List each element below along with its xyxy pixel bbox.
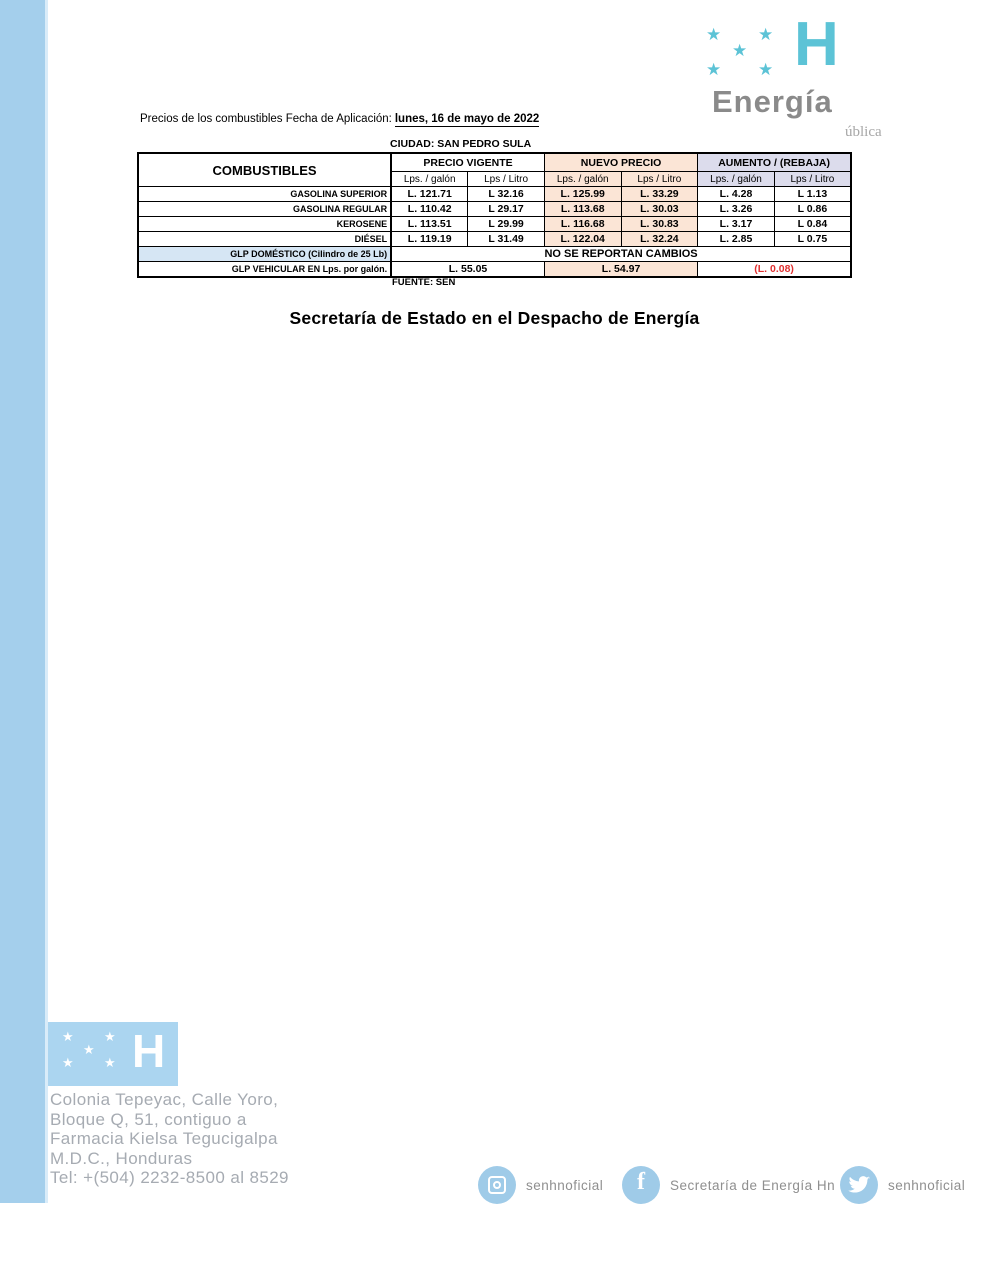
star-icon: ★: [732, 41, 748, 60]
star-icon: ★: [706, 60, 722, 79]
price-value: L 1.13: [773, 186, 852, 202]
twitter-icon: [840, 1166, 878, 1204]
price-value: L 31.49: [467, 231, 545, 247]
table-row: DIÉSEL L. 119.19 L 31.49 L. 122.04 L. 32…: [137, 231, 852, 247]
watermark-text-fragment: ública: [845, 124, 882, 140]
price-value: L 0.84: [773, 216, 852, 232]
application-date: lunes, 16 de mayo de 2022: [394, 113, 540, 127]
document-header: Precios de los combustibles Fecha de Apl…: [140, 113, 540, 127]
unit-header: Lps / Litro: [467, 171, 545, 187]
price-value: L. 33.29: [620, 186, 699, 202]
instagram-icon: [478, 1166, 516, 1204]
price-value: L 32.16: [467, 186, 545, 202]
unit-header: Lps / Litro: [773, 171, 852, 187]
unit-header: Lps. / galón: [543, 171, 622, 187]
address-line: Colonia Tepeyac, Calle Yoro,: [50, 1090, 279, 1109]
facebook-icon: f: [622, 1166, 660, 1204]
table-header-row: COMBUSTIBLES PRECIO VIGENTE NUEVO PRECIO…: [137, 152, 852, 187]
aumento-rebaja-header: AUMENTO / (REBAJA): [697, 152, 852, 172]
price-value: L. 125.99: [543, 186, 622, 202]
price-value: L 0.75: [773, 231, 852, 247]
energia-logo: ★ ★ ★ ★ ★ H: [706, 14, 876, 88]
address-line: Bloque Q, 51, contiguo a: [50, 1109, 247, 1129]
price-value: L. 121.71: [390, 186, 469, 202]
price-value: L. 32.24: [620, 231, 699, 247]
energia-wordmark: Energía: [712, 84, 833, 119]
combustibles-header: COMBUSTIBLES: [137, 152, 393, 187]
star-icon: ★: [62, 1055, 74, 1070]
price-value: L 29.17: [467, 201, 545, 217]
price-value: L. 3.26: [697, 201, 775, 217]
star-icon: ★: [758, 60, 774, 79]
star-icon: ★: [83, 1042, 95, 1057]
price-value: L 0.86: [773, 201, 852, 217]
twitter-handle: senhnoficial: [888, 1178, 966, 1193]
price-value: L. 30.03: [620, 201, 699, 217]
fuel-price-table: COMBUSTIBLES PRECIO VIGENTE NUEVO PRECIO…: [137, 152, 852, 278]
fuel-label: GASOLINA SUPERIOR: [137, 186, 393, 202]
fuel-label: GLP DOMÉSTICO (Cilindro de 25 Lb): [137, 246, 393, 262]
table-units-row: Lps. / galón Lps / Litro Lps. / galón Lp…: [138, 171, 852, 187]
price-value: L 29.99: [467, 216, 545, 232]
price-value: L. 30.83: [620, 216, 699, 232]
price-value: L. 113.51: [390, 216, 469, 232]
fuel-label: DIÉSEL: [137, 231, 393, 247]
table-row-glp-domestico: GLP DOMÉSTICO (Cilindro de 25 Lb) NO SE …: [137, 246, 852, 262]
star-icon: ★: [104, 1029, 116, 1044]
price-value: L. 3.17: [697, 216, 775, 232]
table-row: GASOLINA SUPERIOR L. 121.71 L 32.16 L. 1…: [137, 186, 852, 202]
logo-h-letter: H: [794, 10, 839, 79]
address-block: Colonia Tepeyac, Calle Yoro, Bloque Q, 5…: [50, 1090, 289, 1188]
price-change-negative: (L. 0.08): [697, 261, 852, 278]
price-value: L. 113.68: [543, 201, 622, 217]
footer-logo: ★ ★ ★ ★ ★ H: [48, 1022, 178, 1086]
nuevo-precio-header: NUEVO PRECIO: [543, 152, 699, 172]
source-label: FUENTE: SEN: [392, 277, 456, 288]
fuel-label: GLP VEHICULAR EN Lps. por galón.: [137, 261, 393, 278]
price-value: L. 110.42: [390, 201, 469, 217]
unit-header: Lps. / galón: [390, 171, 469, 187]
precio-vigente-header: PRECIO VIGENTE: [390, 152, 545, 172]
table-row: GASOLINA REGULAR L. 110.42 L 29.17 L. 11…: [137, 201, 852, 217]
price-value: L. 2.85: [697, 231, 775, 247]
city-label: CIUDAD: SAN PEDRO SULA: [390, 138, 532, 150]
fuel-label: GASOLINA REGULAR: [137, 201, 393, 217]
page-title: Secretaría de Estado en el Despacho de E…: [289, 308, 700, 328]
price-value: L. 122.04: [543, 231, 622, 247]
no-changes-message: NO SE REPORTAN CAMBIOS: [390, 246, 852, 262]
price-value: L. 4.28: [697, 186, 775, 202]
star-icon: ★: [758, 25, 774, 44]
price-value: L. 55.05: [390, 261, 545, 278]
phone-line: Tel: +(504) 2232-8500 al 8529: [50, 1168, 289, 1187]
star-icon: ★: [104, 1055, 116, 1070]
star-icon: ★: [706, 25, 722, 44]
address-line: M.D.C., Honduras: [50, 1148, 193, 1168]
table-row-glp-vehicular: GLP VEHICULAR EN Lps. por galón. L. 55.0…: [137, 261, 852, 278]
instagram-handle: senhnoficial: [526, 1178, 604, 1193]
price-value: L. 116.68: [543, 216, 622, 232]
star-icon: ★: [62, 1029, 74, 1044]
fuel-label: KEROSENE: [137, 216, 393, 232]
left-blue-strip: [0, 0, 48, 1203]
unit-header: Lps. / galón: [697, 171, 775, 187]
address-line: Farmacia Kielsa Tegucigalpa: [50, 1129, 278, 1148]
table-row: KEROSENE L. 113.51 L 29.99 L. 116.68 L. …: [137, 216, 852, 232]
unit-header: Lps / Litro: [620, 171, 699, 187]
logo-h-letter: H: [132, 1025, 166, 1077]
facebook-handle: Secretaría de Energía Hn: [670, 1178, 836, 1193]
price-value: L. 54.97: [543, 261, 699, 278]
prices-label: Precios de los combustibles Fecha de Apl…: [140, 113, 392, 125]
price-value: L. 119.19: [390, 231, 469, 247]
